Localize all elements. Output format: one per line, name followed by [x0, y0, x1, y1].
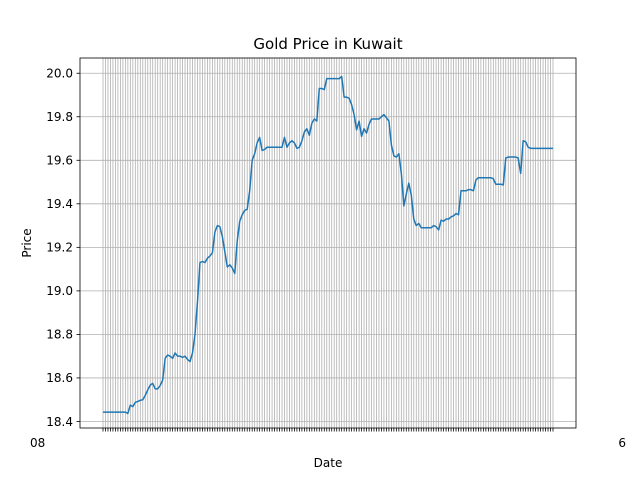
y-grid	[80, 72, 576, 422]
y-tick-label: 19.8	[46, 110, 73, 124]
y-tick-label: 19.0	[46, 284, 73, 298]
y-ticks	[76, 72, 80, 422]
y-tick-label: 18.8	[46, 328, 73, 342]
plot-frame	[79, 57, 577, 429]
x-ticks	[102, 428, 554, 432]
y-axis-label: Price	[20, 228, 34, 257]
chart-title: Gold Price in Kuwait	[253, 35, 402, 53]
y-tick-label: 19.4	[46, 197, 73, 211]
y-tick-label: 20.0	[46, 67, 73, 81]
x-axis-label: Date	[314, 456, 343, 470]
y-tick-label: 19.6	[46, 154, 73, 168]
x-tick-labels: 08 6	[30, 436, 626, 450]
x-tick-label-last: 6	[618, 436, 626, 450]
plot-background	[80, 58, 576, 428]
price-series-line	[103, 75, 553, 415]
y-tick-labels: 18.4 18.6 18.8 19.0 19.2 19.4 19.6 19.8 20.0	[46, 67, 73, 429]
x-tick-label-first: 08	[30, 436, 45, 450]
y-tick-label: 18.6	[46, 371, 73, 385]
y-tick-label: 18.4	[46, 415, 73, 429]
y-tick-label: 19.2	[46, 241, 73, 255]
x-grid	[102, 58, 554, 428]
